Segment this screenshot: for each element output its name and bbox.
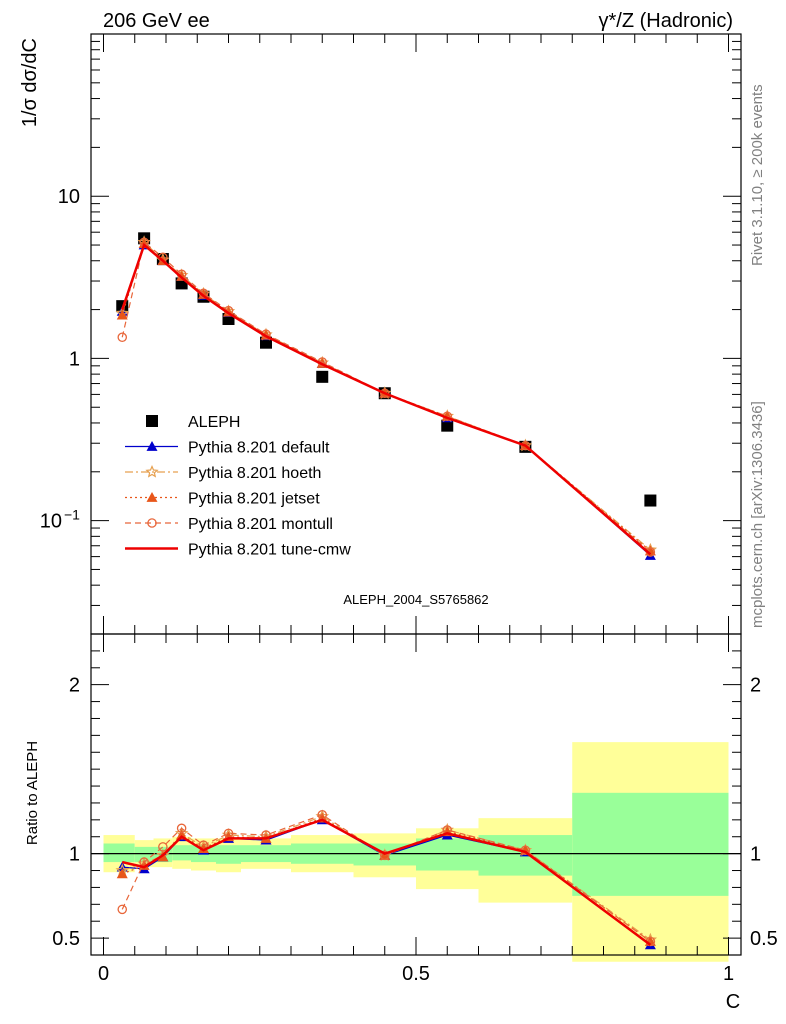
band-inner-0 bbox=[103, 843, 135, 863]
main-plot-series bbox=[115, 232, 658, 560]
ratio-point-3-2 bbox=[158, 842, 168, 852]
header-right: γ*/Z (Hadronic) bbox=[599, 10, 733, 32]
main-y-tick-label: 10 bbox=[58, 186, 80, 208]
ratio-plot-series bbox=[115, 809, 658, 950]
legend-marker-4 bbox=[147, 518, 157, 528]
main-point-4-8 bbox=[379, 388, 390, 399]
legend-label-1: Pythia 8.201 default bbox=[188, 440, 330, 457]
ratio-point-3-3 bbox=[176, 823, 187, 834]
ratio-y-axis-label: Ratio to ALEPH bbox=[24, 741, 41, 845]
main-point-0-9 bbox=[441, 419, 454, 432]
main-point-0-11 bbox=[644, 494, 657, 507]
legend-label-5: Pythia 8.201 tune-cmw bbox=[188, 542, 351, 559]
main-y-tick-label: 10 bbox=[40, 511, 62, 533]
x-tick-label: 0.5 bbox=[402, 963, 430, 985]
ratio-y-tick-label: 2 bbox=[69, 675, 80, 697]
side-label-rivet: Rivet 3.1.10, ≥ 200k events bbox=[749, 84, 766, 266]
ratio-y-tick-label: 0.5 bbox=[52, 928, 80, 950]
main-point-4-0 bbox=[117, 332, 128, 343]
ratio-series-line-1 bbox=[122, 815, 651, 941]
main-y-tick-label: 1 bbox=[69, 348, 80, 370]
ratio-axes: 0.5 0.5 1 1 2 2 0 0.5 1 bbox=[52, 633, 778, 985]
legend-label-2: Pythia 8.201 hoeth bbox=[188, 465, 321, 482]
main-point-3-0 bbox=[116, 309, 128, 320]
ratio-point-3-8 bbox=[379, 850, 390, 861]
legend-label-0: ALEPH bbox=[188, 414, 240, 431]
main-series-line-4 bbox=[121, 241, 651, 553]
band-inner-5 bbox=[216, 845, 241, 864]
header-left: 206 GeV ee bbox=[103, 10, 210, 32]
legend-marker-3 bbox=[146, 492, 158, 502]
main-point-4-10 bbox=[520, 440, 531, 451]
ratio-y-tick-label-right: 1 bbox=[750, 844, 761, 866]
ratio-point-2-4 bbox=[198, 843, 209, 853]
x-tick-label: 1 bbox=[723, 963, 734, 985]
band-inner-9 bbox=[416, 838, 479, 871]
ratio-y-tick-label: 1 bbox=[69, 844, 80, 866]
legend-label-3: Pythia 8.201 jetset bbox=[188, 491, 320, 508]
legend-marker-0 bbox=[146, 415, 158, 427]
main-series-line-5 bbox=[121, 242, 652, 556]
legend-marker-2 bbox=[145, 464, 159, 478]
ratio-series-line-4 bbox=[121, 818, 652, 946]
x-tick-label: 0 bbox=[98, 963, 109, 985]
ratio-uncertainty-bands bbox=[91, 742, 741, 962]
side-label-mcplots: mcplots.cern.ch [arXiv:1306.3436] bbox=[749, 401, 766, 628]
analysis-id: ALEPH_2004_S5765862 bbox=[343, 592, 488, 607]
ratio-point-2-0 bbox=[116, 868, 128, 879]
legend-label-4: Pythia 8.201 montull bbox=[188, 516, 333, 533]
ratio-point-3-0 bbox=[117, 904, 128, 915]
band-inner-3 bbox=[172, 845, 191, 861]
ratio-y-tick-label-right: 2 bbox=[750, 675, 761, 697]
x-axis-label: C bbox=[726, 991, 740, 1013]
main-y-axis-label: 1/σ dσ/dC bbox=[19, 38, 41, 127]
band-inner-1 bbox=[134, 846, 154, 863]
ratio-y-tick-label-right: 0.5 bbox=[750, 928, 778, 950]
main-y-tick-exponent: −1 bbox=[64, 507, 80, 523]
legend: ALEPH Pythia 8.201 default Pythia 8.201 ho… bbox=[125, 414, 351, 559]
main-point-0-7 bbox=[316, 370, 329, 383]
band-inner-11 bbox=[572, 792, 729, 896]
legend-marker-1 bbox=[146, 441, 158, 451]
